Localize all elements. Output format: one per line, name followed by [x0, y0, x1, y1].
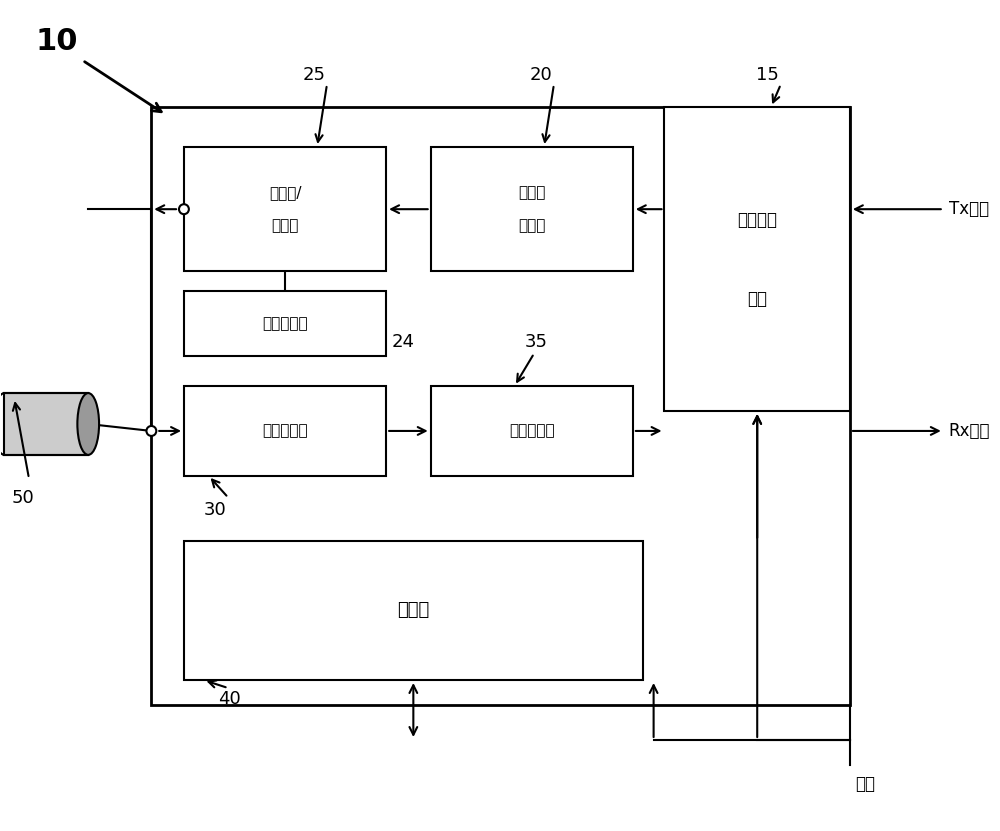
Text: 10: 10 — [36, 27, 78, 57]
Text: 激光器/: 激光器/ — [269, 185, 301, 200]
Bar — [431, 386, 633, 476]
Bar — [4, 393, 88, 455]
Ellipse shape — [77, 393, 99, 455]
Bar — [151, 107, 850, 705]
Text: 处理器: 处理器 — [397, 602, 429, 619]
Circle shape — [146, 426, 156, 436]
Text: 50: 50 — [11, 489, 34, 507]
Text: 跨阻放大器: 跨阻放大器 — [509, 424, 555, 439]
Bar — [184, 147, 386, 272]
Text: 15: 15 — [756, 66, 779, 84]
Text: 24: 24 — [391, 333, 414, 352]
Text: 时钟: 时钟 — [855, 774, 875, 793]
Text: Rx数据: Rx数据 — [949, 422, 990, 440]
Text: 20: 20 — [529, 66, 552, 84]
Bar — [184, 292, 386, 356]
Text: 偏置生成器: 偏置生成器 — [262, 317, 308, 332]
Text: 30: 30 — [204, 501, 226, 519]
Bar — [664, 107, 850, 411]
Text: 激光器: 激光器 — [518, 185, 545, 200]
Text: 电路: 电路 — [747, 289, 767, 307]
Bar — [184, 386, 386, 476]
Text: 驱动器: 驱动器 — [518, 218, 545, 233]
Bar — [431, 147, 633, 272]
Text: 光电转换器: 光电转换器 — [262, 424, 308, 439]
Text: Tx数据: Tx数据 — [949, 200, 989, 219]
Text: 调制器: 调制器 — [271, 218, 299, 233]
Text: 35: 35 — [524, 333, 547, 352]
Bar — [184, 541, 643, 680]
Circle shape — [179, 204, 189, 214]
Text: 25: 25 — [302, 66, 325, 84]
Text: 40: 40 — [218, 690, 241, 708]
Text: 数据恢复: 数据恢复 — [737, 210, 777, 229]
